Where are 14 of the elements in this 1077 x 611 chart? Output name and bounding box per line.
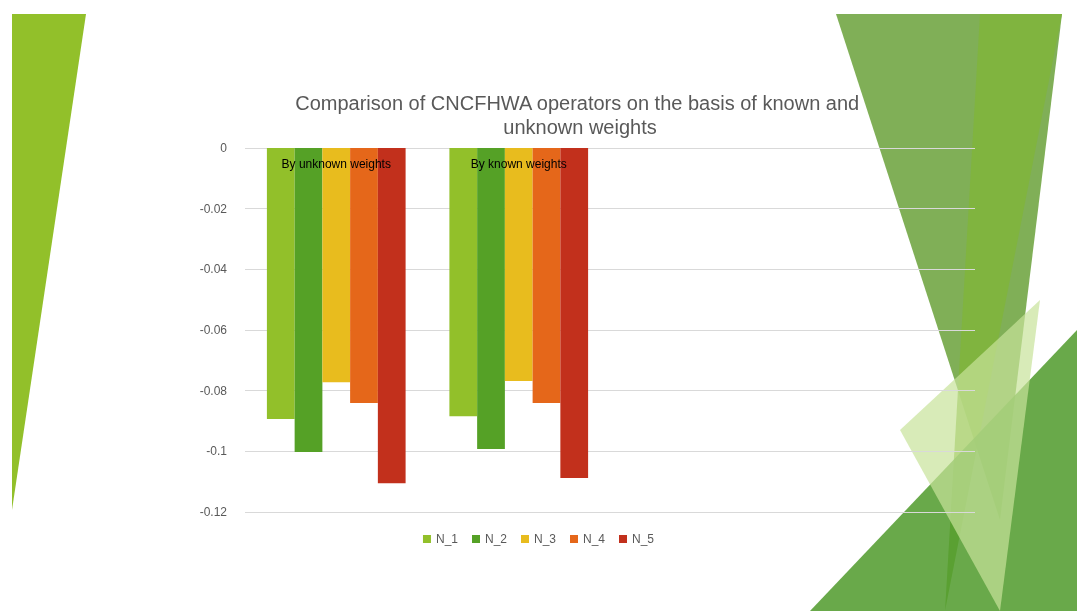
y-tick-label: -0.04 — [199, 262, 228, 277]
y-tick-label: 0 — [220, 141, 228, 155]
legend-label: N_2 — [484, 532, 508, 546]
y-tick-label: -0.08 — [199, 383, 228, 398]
legend-label: N_4 — [583, 532, 606, 546]
legend-label: N_3 — [533, 532, 557, 546]
legend-label: N_5 — [632, 532, 655, 546]
y-tick-label: -0.02 — [199, 201, 228, 216]
chart-title: Comparison of CNCFHWA operators on the basis of known and unknown weights — [295, 92, 865, 138]
x-tick-label: By known weights — [470, 157, 567, 171]
y-tick-label: -0.06 — [199, 323, 228, 337]
legend-label: N_1 — [435, 532, 459, 546]
y-tick-label: -0.1 — [206, 444, 228, 459]
y-tick-label: -0.12 — [199, 505, 228, 519]
